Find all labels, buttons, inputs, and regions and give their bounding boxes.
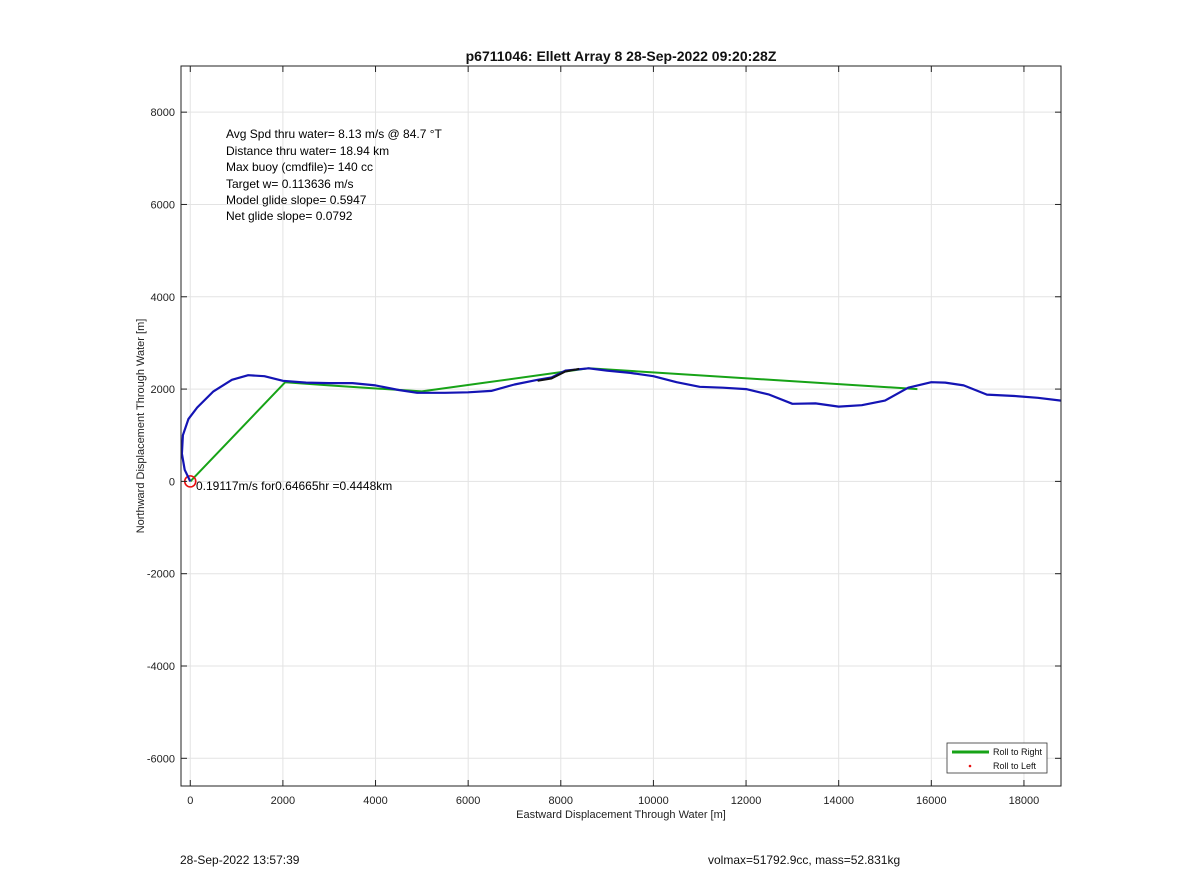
plot-frame: [180, 65, 1062, 787]
x-tick-label: 14000: [823, 795, 854, 807]
y-tick-label: 4000: [151, 292, 175, 304]
x-axis-label: Eastward Displacement Through Water [m]: [516, 809, 726, 821]
x-tick-label: 12000: [731, 795, 762, 807]
y-tick-label: 0: [169, 476, 175, 488]
y-axis-label: Northward Displacement Through Water [m]: [135, 319, 147, 534]
legend: Roll to Right Roll to Left: [946, 742, 1048, 774]
stats-annotations: Avg Spd thru water= 8.13 m/s @ 84.7 °T D…: [226, 127, 443, 223]
roll-to-right-line: [189, 367, 918, 483]
chart-title: p6711046: Ellett Array 8 28-Sep-2022 09:…: [466, 48, 777, 64]
x-tick-label: 0: [187, 795, 193, 807]
legend-roll-left-label: Roll to Left: [993, 761, 1037, 771]
axis-ticks: 0 2000 4000 6000 8000 10000 12000 14000 16000 180…: [147, 66, 1061, 807]
x-tick-label: 2000: [271, 795, 295, 807]
y-tick-label: -4000: [147, 661, 175, 673]
legend-roll-right-label: Roll to Right: [993, 747, 1043, 757]
x-tick-label: 16000: [916, 795, 947, 807]
x-tick-label: 8000: [549, 795, 573, 807]
annotation-target-w: Target w= 0.113636 m/s: [226, 177, 354, 191]
legend-roll-left-swatch: [968, 764, 972, 768]
annotation-avg-speed: Avg Spd thru water= 8.13 m/s @ 84.7 °T: [226, 127, 443, 141]
footer-params: volmax=51792.9cc, mass=52.831kg: [708, 853, 901, 867]
grid: [181, 66, 1061, 786]
x-tick-label: 4000: [363, 795, 387, 807]
y-tick-label: 8000: [151, 107, 175, 119]
footer-timestamp: 28-Sep-2022 13:57:39: [180, 853, 300, 867]
annotation-net-glide: Net glide slope= 0.0792: [226, 209, 353, 223]
legend-box: [946, 742, 1048, 774]
y-tick-label: -6000: [147, 753, 175, 765]
current-label: 0.19117m/s for0.64665hr =0.4448km: [196, 479, 392, 493]
y-tick-label: 6000: [151, 199, 175, 211]
annotation-distance: Distance thru water= 18.94 km: [226, 144, 389, 158]
x-tick-label: 6000: [456, 795, 480, 807]
series-layer: [180, 367, 1062, 488]
track-segment: [537, 367, 580, 382]
x-tick-label: 18000: [1009, 795, 1040, 807]
annotation-model-glide: Model glide slope= 0.5947: [226, 193, 367, 207]
y-tick-label: -2000: [147, 569, 175, 581]
y-tick-label: 2000: [151, 384, 175, 396]
annotation-max-buoy: Max buoy (cmdfile)= 140 cc: [226, 160, 373, 174]
x-tick-label: 10000: [638, 795, 669, 807]
